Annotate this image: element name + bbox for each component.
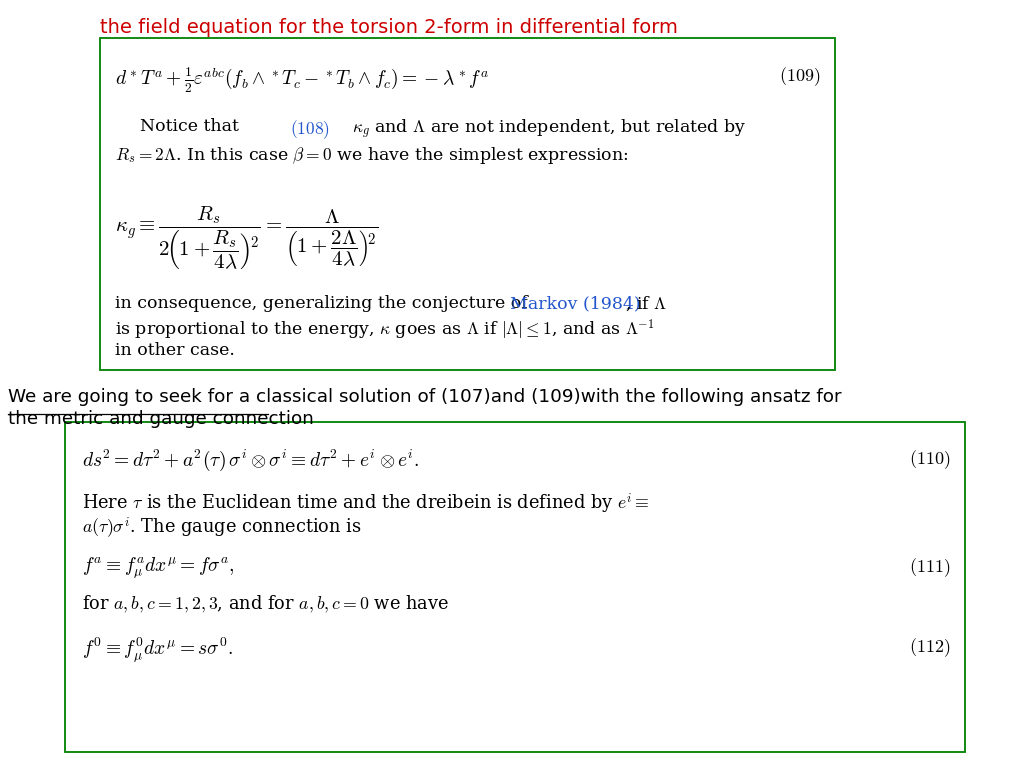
- Text: $f^a \equiv f^a_\mu dx^\mu = f\sigma^a,$: $f^a \equiv f^a_\mu dx^\mu = f\sigma^a,$: [82, 556, 234, 582]
- Text: $f^0 \equiv f^0_\mu dx^\mu = s\sigma^0.$: $f^0 \equiv f^0_\mu dx^\mu = s\sigma^0.$: [82, 636, 233, 665]
- FancyBboxPatch shape: [100, 38, 835, 370]
- Text: $d^*T^a + \frac{1}{2}\varepsilon^{abc}(f_b \wedge^* T_c - {}^*T_b \wedge f_c) = : $d^*T^a + \frac{1}{2}\varepsilon^{abc}(f…: [115, 65, 489, 94]
- Text: $(108)$: $(108)$: [290, 118, 330, 141]
- Text: Here $\tau$ is the Euclidean time and the dreibein is defined by $e^i \equiv$: Here $\tau$ is the Euclidean time and th…: [82, 492, 650, 516]
- Text: in other case.: in other case.: [115, 342, 234, 359]
- Text: the metric and gauge connection: the metric and gauge connection: [8, 410, 314, 428]
- Text: $(109)$: $(109)$: [778, 65, 820, 88]
- Text: Markov (1984): Markov (1984): [510, 295, 641, 312]
- Text: for $a, b, c = 1, 2, 3$, and for $a, b, c = 0$ we have: for $a, b, c = 1, 2, 3$, and for $a, b, …: [82, 594, 449, 615]
- Text: the field equation for the torsion 2-form in differential form: the field equation for the torsion 2-for…: [100, 18, 678, 37]
- Text: Notice that: Notice that: [140, 118, 245, 135]
- Text: $\kappa_g \equiv \dfrac{R_s}{2\!\left(1 + \dfrac{R_s}{4\lambda}\right)^{\!2}} = : $\kappa_g \equiv \dfrac{R_s}{2\!\left(1 …: [115, 205, 379, 272]
- Text: $ds^2 = d\tau^2 + a^2(\tau)\,\sigma^i \otimes \sigma^i \equiv d\tau^2 + e^i \oti: $ds^2 = d\tau^2 + a^2(\tau)\,\sigma^i \o…: [82, 448, 420, 473]
- Text: $a(\tau)\sigma^i$. The gauge connection is: $a(\tau)\sigma^i$. The gauge connection …: [82, 516, 361, 541]
- Text: $(111)$: $(111)$: [908, 556, 950, 579]
- Text: in consequence, generalizing the conjecture of: in consequence, generalizing the conject…: [115, 295, 534, 312]
- FancyBboxPatch shape: [65, 422, 965, 752]
- Text: $R_s = 2\Lambda$. In this case $\beta = 0$ we have the simplest expression:: $R_s = 2\Lambda$. In this case $\beta = …: [115, 145, 629, 166]
- Text: , if $\Lambda$: , if $\Lambda$: [625, 295, 667, 313]
- Text: $(112)$: $(112)$: [908, 636, 950, 659]
- Text: $\kappa_g$ and $\Lambda$ are not independent, but related by: $\kappa_g$ and $\Lambda$ are not indepen…: [352, 118, 746, 141]
- Text: is proportional to the energy, $\kappa$ goes as $\Lambda$ if $|\Lambda| \leq 1$,: is proportional to the energy, $\kappa$ …: [115, 318, 654, 343]
- Text: We are going to seek for a classical solution of (107)and (109)with the followin: We are going to seek for a classical sol…: [8, 388, 842, 406]
- Text: $(110)$: $(110)$: [908, 448, 950, 471]
